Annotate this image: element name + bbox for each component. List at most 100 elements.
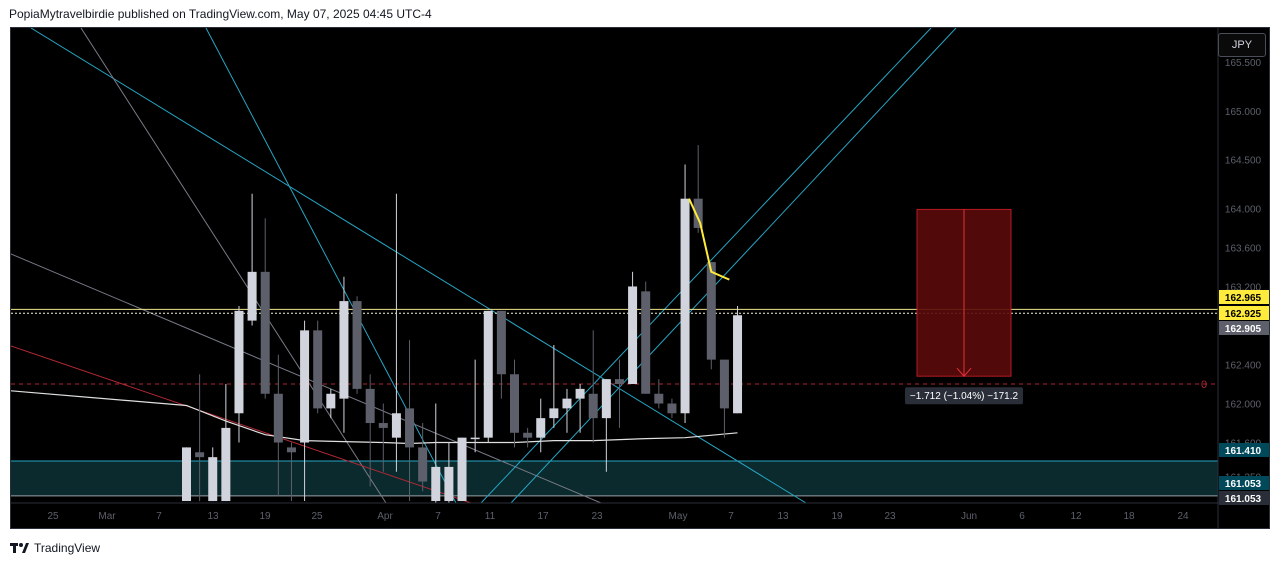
currency-button[interactable]: JPY: [1218, 33, 1266, 57]
candle-body: [378, 423, 388, 428]
highlight-path: [688, 198, 730, 281]
candle: [221, 384, 231, 502]
candle: [391, 193, 401, 472]
candle: [378, 403, 388, 472]
candle: [300, 320, 310, 502]
chart-panel[interactable]: 0 −1.712 (−1.04%) −171.2 165.500 165.000 164…: [10, 27, 1270, 529]
candle-body: [182, 447, 191, 502]
x-tick-label: 12: [1070, 511, 1082, 522]
x-tick-label: 18: [1123, 511, 1135, 522]
candle-body: [352, 301, 362, 389]
candle-body: [680, 198, 690, 414]
candle: [706, 262, 716, 370]
candle-body: [510, 374, 519, 433]
candle-body: [667, 403, 677, 414]
candle: [733, 305, 743, 414]
candle-body: [483, 310, 493, 438]
price-label: 161.053: [1219, 476, 1269, 490]
candle-body: [339, 301, 349, 399]
candle: [654, 379, 664, 409]
price-label-text: 162.905: [1225, 324, 1262, 335]
candle-body: [536, 418, 546, 438]
candle: [405, 340, 415, 502]
price-label-bg: [1219, 290, 1269, 304]
footer-brand[interactable]: TradingView: [10, 540, 100, 556]
price-label-text: 162.965: [1225, 293, 1262, 304]
price-label-text: 161.053: [1225, 479, 1262, 490]
candle-body: [575, 388, 585, 399]
x-tick-label: Mar: [98, 511, 116, 522]
price-label-text: 161.410: [1225, 446, 1262, 457]
candle: [549, 344, 559, 428]
x-tick-label: Apr: [377, 511, 393, 522]
candle-body: [247, 271, 257, 321]
candle-body: [273, 393, 283, 443]
y-tick-label: 162.000: [1225, 400, 1262, 411]
candle: [601, 379, 611, 472]
candle-body: [549, 408, 559, 419]
footer-brand-label: TradingView: [34, 541, 101, 555]
candle: [365, 374, 375, 487]
candle: [431, 403, 441, 503]
x-tick-label: 7: [435, 511, 441, 522]
candle: [208, 447, 218, 502]
zero-label: 0: [1201, 379, 1207, 391]
candle-body: [444, 466, 454, 502]
price-label-bg: [1219, 306, 1269, 320]
candle-body: [286, 447, 296, 453]
price-label-bg: [1219, 491, 1269, 505]
price-label-bg: [1219, 443, 1269, 457]
candle: [273, 354, 283, 497]
candle: [339, 276, 349, 433]
candle-body: [693, 198, 703, 228]
candle: [182, 447, 191, 502]
price-chart[interactable]: 0 −1.712 (−1.04%) −171.2 165.500 165.000 164…: [11, 28, 1269, 528]
price-label-text: 161.053: [1225, 494, 1262, 505]
measure-label: −1.712 (−1.04%) −171.2: [905, 387, 1023, 405]
x-tick-label: 23: [591, 511, 603, 522]
candle-body: [431, 466, 441, 502]
candle-body: [234, 310, 244, 414]
plot-area: 0: [11, 28, 1218, 503]
trendline-cyan-up-inner: [510, 28, 957, 503]
measure-label-text: −1.712 (−1.04%) −171.2: [910, 391, 1019, 402]
candle-body: [457, 437, 467, 502]
candle: [575, 384, 585, 433]
x-tick-label: 19: [831, 511, 843, 522]
x-tick-label: 19: [259, 511, 271, 522]
y-tick-label: 162.400: [1225, 360, 1262, 371]
x-tick-label: Jun: [961, 511, 977, 522]
price-label: 162.905: [1219, 321, 1269, 335]
candle-body: [195, 452, 205, 458]
price-label-bg: [1219, 321, 1269, 335]
tradingview-logo-icon: [10, 543, 29, 553]
candle-body: [470, 437, 480, 440]
price-label-bg: [1219, 476, 1269, 490]
price-label: 161.053: [1219, 491, 1269, 505]
candle: [667, 398, 677, 419]
candle-body: [496, 310, 506, 375]
candle-body: [221, 427, 231, 502]
candle: [457, 437, 467, 502]
candle: [260, 218, 270, 399]
y-tick-label: 164.000: [1225, 204, 1262, 215]
x-tick-label: 7: [728, 511, 734, 522]
trendline-gray-down-steep: [80, 28, 387, 503]
candle-body: [365, 388, 375, 424]
candle-body: [391, 413, 401, 438]
y-tick-label: 163.200: [1225, 282, 1262, 293]
candle-body: [654, 393, 664, 404]
candle: [286, 442, 296, 502]
candle-body: [588, 393, 598, 419]
measure-label-bg: [905, 387, 1023, 405]
publish-header: PopiaMytravelbirdie published on Trading…: [9, 7, 432, 21]
candle: [470, 359, 480, 453]
candle-body: [628, 286, 638, 385]
candle: [536, 398, 546, 453]
x-tick-label: May: [669, 511, 688, 522]
support-zone: [11, 461, 1218, 496]
x-tick-label: 11: [485, 511, 496, 522]
trendline-cyan-up-outer: [480, 28, 932, 503]
candle: [562, 388, 572, 433]
candle: [641, 281, 651, 394]
